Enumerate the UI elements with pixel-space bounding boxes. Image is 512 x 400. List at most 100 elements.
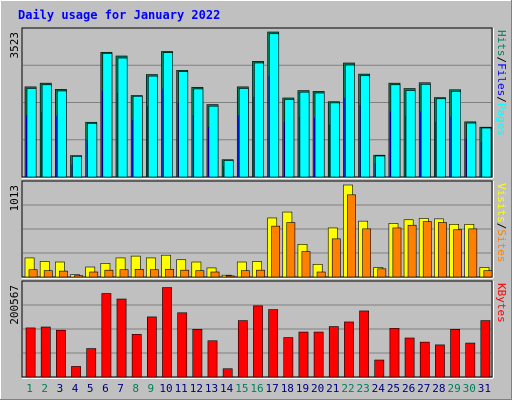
bar-pages-2 <box>41 84 52 178</box>
bar-pages-28 <box>436 98 446 178</box>
bar-sites-4 <box>74 275 83 278</box>
x-tick-label-11: 11 <box>175 382 188 395</box>
bar-pages-31 <box>481 127 492 178</box>
bar-kbytes-22 <box>344 321 354 378</box>
bar-kbytes-8 <box>131 334 142 378</box>
bar-sites-20 <box>316 271 326 278</box>
bar-sites-25 <box>392 227 402 278</box>
bar-kbytes-14 <box>222 368 233 378</box>
bar-pages-10 <box>163 52 173 178</box>
bar-kbytes-3 <box>56 329 66 378</box>
bar-pages-9 <box>147 75 158 178</box>
bar-sites-22 <box>347 194 356 278</box>
legend-item-hits: Hits <box>495 30 508 57</box>
bar-sites-7 <box>119 269 129 278</box>
x-tick-label-16: 16 <box>250 382 263 395</box>
x-tick-label-12: 12 <box>190 382 203 395</box>
legend-item-kbytes: KBytes <box>495 283 508 323</box>
legend-separator: / <box>495 223 508 230</box>
bar-pages-1 <box>26 88 37 178</box>
bar-pages-16 <box>254 62 264 178</box>
bar-sites-17 <box>271 225 281 278</box>
y-max-label-kbytes: 200567 <box>8 285 21 325</box>
x-tick-label-22: 22 <box>341 382 354 395</box>
bar-sites-27 <box>422 221 432 278</box>
x-tick-label-3: 3 <box>57 382 64 395</box>
bar-kbytes-13 <box>207 340 218 378</box>
legend-separator: / <box>495 96 508 103</box>
legend-kbytes: KBytes <box>495 283 508 323</box>
bar-kbytes-15 <box>237 320 248 378</box>
x-axis-labels: 1 2 3 4 5 6 7 8 9 10 11 12 13 14 15 16 17 18 19 20 21 22 23 24 2… <box>26 382 491 395</box>
legend-item-sites: Sites <box>495 229 508 262</box>
bar-pages-7 <box>117 57 128 178</box>
bar-kbytes-12 <box>192 328 203 378</box>
bar-sites-6 <box>104 269 114 278</box>
bar-pages-12 <box>193 88 204 178</box>
x-tick-label-31: 31 <box>478 382 491 395</box>
bar-kbytes-20 <box>313 331 324 378</box>
bar-sites-31 <box>483 270 493 278</box>
x-tick-label-5: 5 <box>87 382 94 395</box>
bar-sites-21 <box>331 238 341 278</box>
bar-sites-10 <box>165 268 174 278</box>
bar-kbytes-10 <box>162 287 172 378</box>
bar-pages-25 <box>390 84 401 178</box>
bar-sites-28 <box>438 222 447 278</box>
bar-sites-29 <box>453 229 462 278</box>
panel-kbytes: 200567 KBytes <box>8 280 508 379</box>
bar-pages-26 <box>405 90 416 178</box>
bar-kbytes-9 <box>146 316 157 378</box>
x-tick-label-28: 28 <box>432 382 445 395</box>
bar-pages-5 <box>87 123 98 178</box>
x-tick-label-25: 25 <box>387 382 400 395</box>
chart-title: Daily usage for January 2022 <box>18 8 220 22</box>
bar-pages-17 <box>269 33 280 178</box>
bar-pages-13 <box>208 105 219 178</box>
x-tick-label-26: 26 <box>402 382 415 395</box>
legend-item-visits: Visits <box>495 183 508 223</box>
bar-pages-11 <box>178 71 189 178</box>
bar-sites-24 <box>377 268 387 278</box>
bar-pages-29 <box>451 91 461 178</box>
x-tick-label-24: 24 <box>372 382 386 395</box>
x-tick-label-21: 21 <box>326 382 339 395</box>
x-tick-label-17: 17 <box>266 382 279 395</box>
bar-sites-13 <box>210 271 220 278</box>
y-max-label-visits: 1013 <box>8 185 21 212</box>
bar-kbytes-25 <box>389 328 400 378</box>
bar-sites-16 <box>256 269 265 278</box>
bar-pages-24 <box>375 155 386 178</box>
bar-pages-21 <box>329 102 340 178</box>
bar-kbytes-21 <box>328 326 339 378</box>
bar-kbytes-29 <box>450 328 460 378</box>
legend-item-pages: Pages <box>495 103 508 136</box>
x-tick-label-23: 23 <box>357 382 370 395</box>
bar-kbytes-7 <box>116 298 127 378</box>
bar-pages-3 <box>57 90 67 178</box>
bar-pages-6 <box>102 53 113 178</box>
bar-kbytes-19 <box>298 331 309 378</box>
bar-kbytes-6 <box>101 293 112 378</box>
x-tick-label-30: 30 <box>463 382 476 395</box>
x-tick-label-15: 15 <box>235 382 248 395</box>
bar-kbytes-31 <box>480 320 491 378</box>
bar-pages-19 <box>299 91 310 178</box>
bar-pages-20 <box>314 92 325 178</box>
bar-sites-15 <box>240 270 250 278</box>
bar-sites-12 <box>195 270 205 278</box>
x-tick-label-13: 13 <box>205 382 218 395</box>
panel-hits: 3523 Hits/Files/Pages <box>8 27 508 179</box>
x-tick-label-14: 14 <box>220 382 234 395</box>
x-tick-label-7: 7 <box>117 382 124 395</box>
legend-hits: Hits/Files/Pages <box>495 30 508 136</box>
bar-sites-11 <box>180 269 190 278</box>
bar-kbytes-16 <box>253 305 263 378</box>
bar-kbytes-30 <box>465 342 476 378</box>
bar-kbytes-11 <box>177 312 188 378</box>
panel-visits: 1013 Visits/Sites <box>8 180 508 279</box>
bar-pages-27 <box>420 84 431 178</box>
bar-sites-1 <box>28 269 38 278</box>
